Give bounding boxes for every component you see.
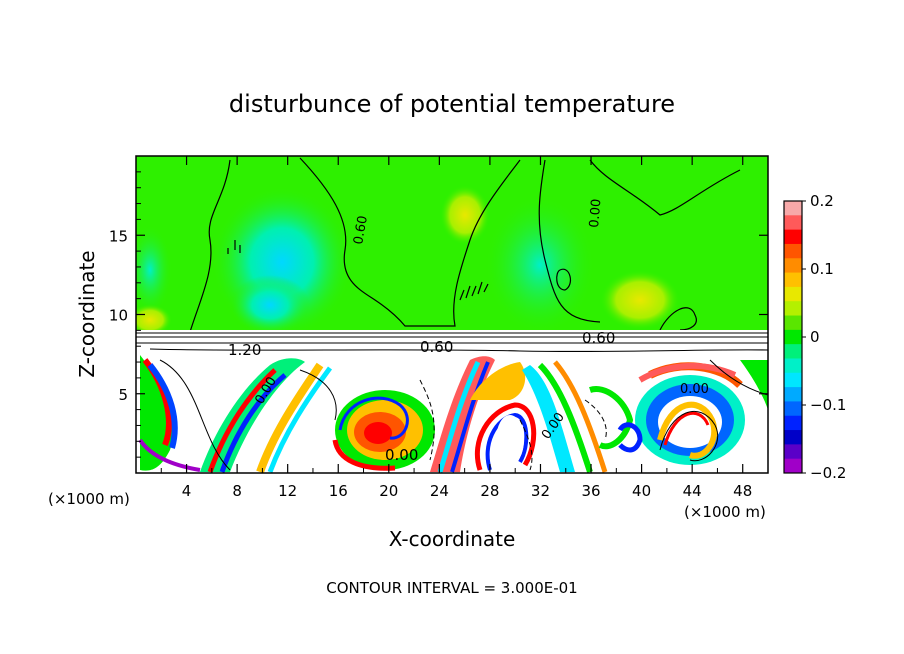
warm-anomaly-right — [600, 270, 680, 330]
colorbar-swatch — [784, 444, 802, 460]
colorbar-tick-label: 0.2 — [810, 192, 834, 210]
x-unit-right: (×1000 m) — [684, 503, 766, 521]
chart-title: disturbunce of potential temperature — [229, 90, 675, 118]
y-tick-label: 5 — [118, 386, 128, 404]
x-tick-label: 12 — [278, 482, 297, 500]
y-tick-label: 10 — [109, 307, 128, 325]
colorbar-swatch — [784, 358, 802, 374]
x-tick-label: 28 — [480, 482, 499, 500]
colorbar-swatch — [784, 329, 802, 345]
contour-label: 0.00 — [385, 446, 418, 464]
x-tick-label: 48 — [733, 482, 752, 500]
warm-anomaly-mid — [440, 185, 490, 245]
y-axis-ticks: 5 10 15 — [109, 171, 768, 458]
colorbar-swatch — [784, 258, 802, 274]
contour-label: 1.20 — [228, 341, 261, 359]
colorbar-swatch — [784, 401, 802, 417]
contour-label: 0.60 — [582, 329, 615, 347]
cool-anomaly-left-edge — [136, 225, 172, 315]
colorbar-swatch — [784, 458, 802, 474]
x-axis-ticks: 4 8 12 16 20 24 28 32 36 40 44 48 — [160, 156, 752, 500]
colorbar-tick-label: 0.1 — [810, 260, 834, 278]
cool-anomaly-left-low — [230, 275, 310, 335]
colorbar: 0.2 0.1 0 −0.1 −0.2 — [783, 192, 846, 482]
stable-layer-band — [136, 330, 768, 352]
warm-anomaly-left — [136, 304, 172, 336]
x-tick-label: 16 — [329, 482, 348, 500]
y-tick-label: 15 — [109, 227, 128, 245]
cool-anomaly-center — [485, 195, 595, 335]
x-tick-label: 44 — [683, 482, 702, 500]
colorbar-tick-label: −0.1 — [810, 396, 846, 414]
x-tick-label: 40 — [632, 482, 651, 500]
colorbar-swatch — [784, 201, 802, 216]
colorbar-swatch — [784, 215, 802, 231]
x-tick-label: 24 — [430, 482, 449, 500]
contour-label: 0.00 — [680, 382, 709, 397]
contour-label: 0.60 — [351, 215, 371, 246]
x-tick-label: 32 — [531, 482, 550, 500]
colorbar-swatch — [784, 387, 802, 402]
plot-area — [136, 156, 768, 473]
colorbar-swatch — [784, 415, 802, 431]
colorbar-swatch — [784, 286, 802, 302]
x-tick-label: 8 — [232, 482, 242, 500]
colorbar-tick-label: 0 — [810, 328, 820, 346]
colorbar-swatch — [784, 430, 802, 445]
x-axis-label: X-coordinate — [389, 527, 516, 551]
x-tick-label: 36 — [581, 482, 600, 500]
colorbar-swatch — [784, 315, 802, 331]
colorbar-swatch — [784, 229, 802, 245]
colorbar-swatch — [784, 344, 802, 359]
x-tick-label: 4 — [182, 482, 192, 500]
colorbar-swatch — [784, 272, 802, 288]
contour-label: 0.00 — [587, 198, 604, 228]
colorbar-swatch — [784, 372, 802, 388]
stable-layer-contours — [136, 332, 768, 353]
contour-label-group: 0.00 0.00 0.00 0.60 0.60 1.20 0.60 0.00 … — [228, 198, 709, 464]
lower-color-structures — [138, 355, 768, 473]
x-tick-label: 20 — [379, 482, 398, 500]
x-unit-left: (×1000 m) — [48, 490, 130, 508]
contour-interval-note: CONTOUR INTERVAL = 3.000E-01 — [326, 579, 577, 597]
colorbar-swatch — [784, 301, 802, 317]
contour-label: 0.60 — [420, 338, 453, 356]
colorbar-tick-label: −0.2 — [810, 464, 846, 482]
y-axis-label: Z-coordinate — [75, 250, 99, 377]
colorbar-swatch — [784, 243, 802, 259]
upper-contours — [189, 157, 741, 333]
